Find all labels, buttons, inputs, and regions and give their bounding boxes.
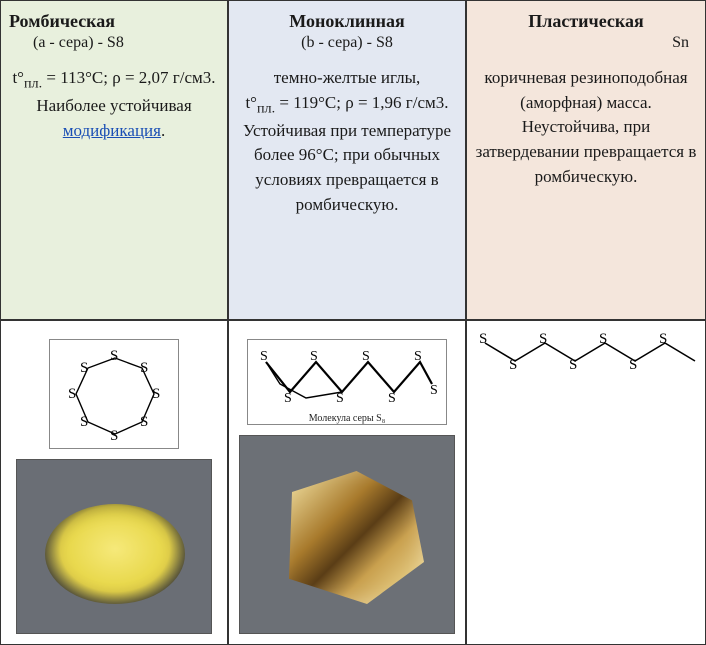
svg-text:S: S bbox=[479, 331, 487, 347]
svg-text:S: S bbox=[80, 360, 88, 376]
svg-text:S: S bbox=[68, 386, 76, 402]
svg-text:S: S bbox=[110, 428, 118, 444]
crown-diagram: S S S S S S S S Молекула серы S₈ bbox=[247, 339, 447, 425]
svg-text:S: S bbox=[539, 331, 547, 347]
svg-text:S: S bbox=[430, 383, 438, 398]
subtitle-monoclinic: (b - сера) - S8 bbox=[237, 34, 457, 52]
svg-text:S: S bbox=[629, 357, 637, 371]
monoclinic-photo bbox=[239, 435, 455, 634]
mol-caption: Молекула серы S₈ bbox=[250, 413, 444, 428]
svg-text:S: S bbox=[140, 414, 148, 430]
cell-rhombic-visual: SS SS SS SS bbox=[0, 320, 228, 645]
svg-text:S: S bbox=[388, 391, 396, 406]
t-val: = 113°С; ρ = 2,07 г/см3. bbox=[42, 68, 215, 87]
cell-rhombic-text: Ромбическая (a - сера) - S8 t°пл. = 113°… bbox=[0, 0, 228, 320]
cell-plastic-visual: S S S S S S S bbox=[466, 320, 706, 645]
period: . bbox=[161, 121, 165, 140]
subtitle-plastic: Sn bbox=[475, 34, 697, 52]
desc-rhombic: t°пл. = 113°С; ρ = 2,07 г/см3. Наиболее … bbox=[9, 66, 219, 143]
s8-crown-icon: S S S S S S S S bbox=[250, 344, 446, 410]
cell-plastic-text: Пластическая Sn коричневая резиноподобна… bbox=[466, 0, 706, 320]
mono-t-val: = 119°С; ρ = 1,96 г/см3. bbox=[275, 93, 448, 112]
rhombic-photo bbox=[16, 459, 212, 634]
mono-rest: Устойчивая при температуре более 96°С; п… bbox=[243, 121, 451, 214]
s8-ring-icon: SS SS SS SS bbox=[54, 344, 176, 446]
mono-t-sub: пл. bbox=[257, 100, 275, 116]
subtitle-rhombic: (a - сера) - S8 bbox=[9, 34, 219, 52]
svg-text:S: S bbox=[140, 360, 148, 376]
svg-text:S: S bbox=[110, 348, 118, 364]
svg-text:S: S bbox=[260, 349, 268, 364]
mono-line1: темно-желтые иглы, bbox=[274, 68, 421, 87]
svg-text:S: S bbox=[80, 414, 88, 430]
svg-text:S: S bbox=[599, 331, 607, 347]
svg-text:S: S bbox=[362, 349, 370, 364]
svg-text:S: S bbox=[336, 391, 344, 406]
svg-text:S: S bbox=[284, 391, 292, 406]
t-sub: пл. bbox=[24, 75, 42, 91]
sulfur-dish-icon bbox=[45, 504, 185, 604]
title-plastic: Пластическая bbox=[475, 11, 697, 32]
modification-link[interactable]: модификация bbox=[63, 121, 161, 140]
svg-text:S: S bbox=[569, 357, 577, 371]
mono-t-prefix: t° bbox=[245, 93, 257, 112]
stable-text: Наиболее устойчивая bbox=[36, 96, 191, 115]
t-prefix: t° bbox=[12, 68, 24, 87]
sulfur-crystal-icon bbox=[274, 464, 424, 604]
cell-monoclinic-text: Моноклинная (b - сера) - S8 темно-желтые… bbox=[228, 0, 466, 320]
svg-text:S: S bbox=[152, 386, 160, 402]
title-monoclinic: Моноклинная bbox=[237, 11, 457, 32]
desc-plastic: коричневая резиноподобная (аморфная) мас… bbox=[475, 66, 697, 189]
svg-text:S: S bbox=[310, 349, 318, 364]
title-rhombic: Ромбическая bbox=[9, 11, 219, 32]
svg-text:S: S bbox=[659, 331, 667, 347]
svg-text:S: S bbox=[414, 349, 422, 364]
svg-text:S: S bbox=[509, 357, 517, 371]
desc-monoclinic: темно-желтые иглы, t°пл. = 119°С; ρ = 1,… bbox=[237, 66, 457, 217]
ring-diagram: SS SS SS SS bbox=[49, 339, 179, 449]
s-chain-icon: S S S S S S S bbox=[475, 331, 705, 371]
cell-monoclinic-visual: S S S S S S S S Молекула серы S₈ bbox=[228, 320, 466, 645]
